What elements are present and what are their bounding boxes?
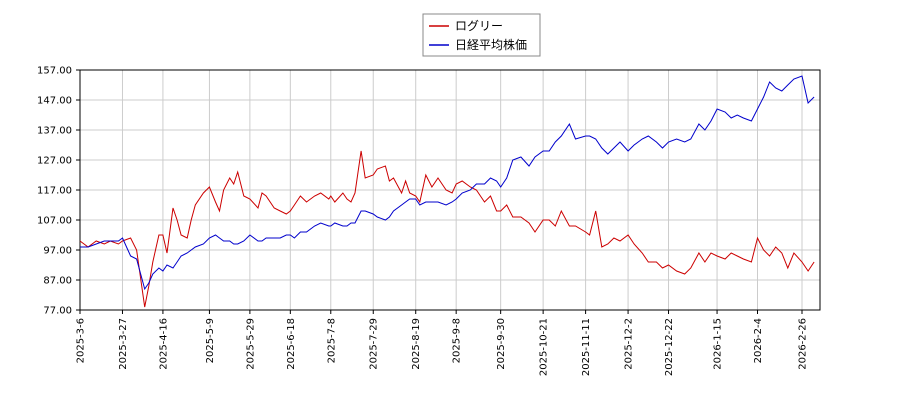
- y-tick-label: 157.00: [37, 66, 72, 77]
- y-tick-label: 127.00: [37, 156, 72, 167]
- series-line-0: [79, 150, 815, 308]
- series-line-1: [80, 75, 815, 291]
- grid-lines: [79, 69, 820, 311]
- x-tick-label: 2026-2-4: [753, 318, 764, 363]
- legend-label-nikkei: 日経平均株価: [455, 37, 527, 52]
- y-tick-label: 87.00: [43, 276, 72, 287]
- x-tick-label: 2025-7-29: [369, 318, 380, 370]
- x-tick-label: 2025-5-29: [245, 318, 256, 370]
- y-tick-label: 77.00: [43, 306, 72, 317]
- series-lines: [79, 75, 815, 308]
- x-tick-label: 2026-2-26: [798, 318, 809, 370]
- y-axis: 157.00 147.00 137.00 127.00 117.00 107.00 97.0…: [37, 66, 80, 317]
- legend-label-logly: ログリー: [455, 19, 503, 33]
- x-tick-label: 2025-8-19: [411, 318, 422, 370]
- x-tick-label: 2026-1-15: [713, 318, 724, 370]
- x-tick-label: 2025-5-9: [205, 318, 216, 363]
- legend-box: [422, 13, 541, 57]
- x-tick-label: 2025-4-16: [158, 318, 169, 370]
- x-tick-label: 2025-11-11: [581, 318, 592, 376]
- x-tick-label: 2025-7-8: [326, 318, 337, 363]
- y-tick-label: 137.00: [37, 126, 72, 137]
- y-tick-label: 117.00: [37, 186, 72, 197]
- x-tick-label: 2025-12-2: [624, 318, 635, 370]
- x-tick-label: 2025-3-27: [118, 318, 129, 370]
- legend: ログリー 日経平均株価: [422, 13, 541, 57]
- y-tick-label: 97.00: [43, 246, 72, 257]
- x-tick-label: 2025-9-30: [496, 318, 507, 370]
- x-axis: 2025-3-6 2025-3-27 2025-4-16 2025-5-9 2025-5…: [76, 310, 809, 376]
- x-tick-label: 2025-3-6: [76, 318, 87, 363]
- x-tick-label: 2025-12-22: [664, 318, 675, 376]
- y-tick-label: 147.00: [37, 96, 72, 107]
- x-tick-label: 2025-9-8: [452, 318, 463, 363]
- x-tick-label: 2025-10-21: [539, 318, 550, 376]
- x-tick-label: 2025-6-18: [286, 318, 297, 370]
- y-tick-label: 107.00: [37, 216, 72, 227]
